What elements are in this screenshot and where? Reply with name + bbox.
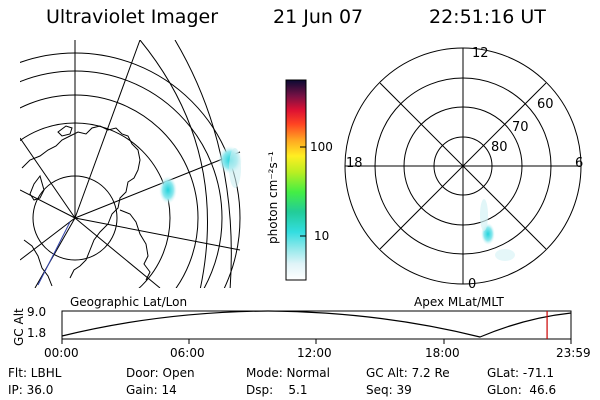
altitude-ylabel: GC Alt <box>12 308 26 346</box>
mlt-label-0: 0 <box>468 277 477 292</box>
colorbar-tick-10: 10 <box>314 229 330 243</box>
altitude-ytick-1-8: 1.8 <box>27 326 47 340</box>
colorbar-axis-label: photon cm⁻²s⁻¹ <box>266 151 280 244</box>
date-label: 21 Jun 07 <box>273 6 364 28</box>
seq-info: Seq: 39 <box>366 383 412 397</box>
mode-info: Mode: Normal <box>246 366 330 380</box>
filter-info: Flt: LBHL <box>8 366 62 380</box>
gain-info: Gain: 14 <box>126 383 177 397</box>
time-tick-0600: 06:00 <box>170 346 205 360</box>
geographic-projection-label: Geographic Lat/Lon <box>70 295 188 309</box>
time-tick-0000: 00:00 <box>44 346 79 360</box>
time-tick-1200: 12:00 <box>297 346 332 360</box>
altitude-curve <box>61 310 572 338</box>
aurora-left <box>159 146 242 204</box>
ip-info: IP: 36.0 <box>8 383 54 397</box>
track-line <box>37 221 71 286</box>
altitude-plot <box>61 310 572 344</box>
mlt-label-18: 18 <box>346 156 363 171</box>
apex-projection-label: Apex MLat/MLT <box>414 295 504 309</box>
gc-alt-info: GC Alt: 7.2 Re <box>366 366 450 380</box>
meridians <box>20 40 241 288</box>
mlt-label-6: 6 <box>575 156 584 171</box>
lat-label-70: 70 <box>512 120 529 135</box>
instrument-title: Ultraviolet Imager <box>46 6 219 28</box>
altitude-ytick-9: 9.0 <box>27 305 47 319</box>
door-info: Door: Open <box>126 366 195 380</box>
lat-label-60: 60 <box>537 97 554 112</box>
colorbar <box>285 79 307 281</box>
time-tick-2359: 23:59 <box>556 346 591 360</box>
coastline <box>21 125 151 287</box>
polar-grid <box>344 47 582 285</box>
glat-info: GLat: -71.1 <box>487 366 554 380</box>
colorbar-tick-100: 100 <box>310 140 333 154</box>
aurora-right <box>480 199 515 261</box>
dsp-info: Dsp: 5.1 <box>246 383 308 397</box>
lat-label-80: 80 <box>491 140 508 155</box>
time-tick-1800: 18:00 <box>425 346 460 360</box>
glon-info: GLon: 46.6 <box>487 383 557 397</box>
mlt-label-12: 12 <box>472 46 489 61</box>
time-label: 22:51:16 UT <box>429 6 546 28</box>
